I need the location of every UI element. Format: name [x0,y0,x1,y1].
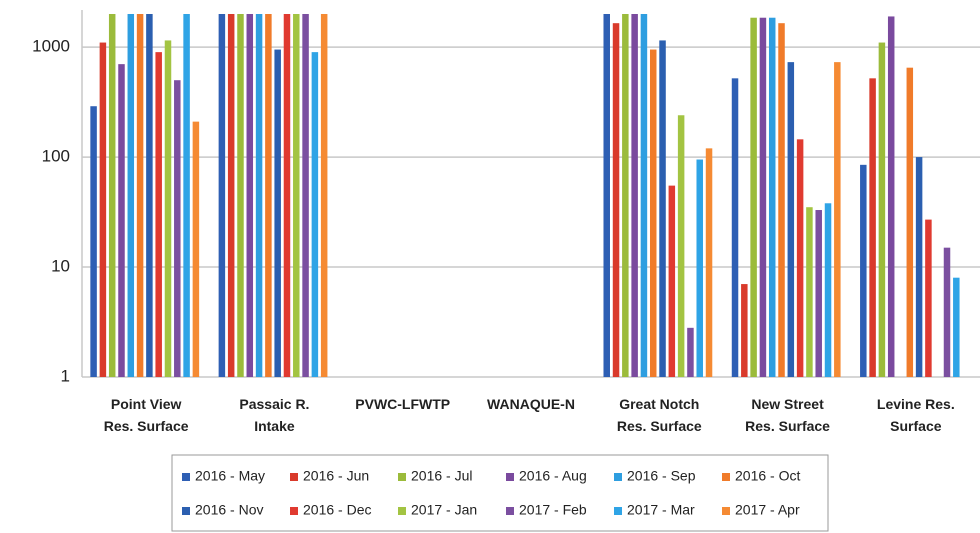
legend-label: 2016 - May [195,468,265,484]
bar [274,49,281,377]
bar [612,23,620,378]
bar [293,14,300,377]
bar [869,78,876,377]
y-tick-label: 10 [51,257,70,276]
x-tick-label: New Street Res. Surface [745,396,830,434]
bar [696,159,703,377]
legend-label: 2017 - Jan [411,502,477,518]
bar [622,14,629,377]
bar [192,121,200,377]
bar [640,14,648,377]
legend-label: 2016 - Nov [195,502,263,518]
legend-label: 2016 - Jun [303,468,369,484]
bar [118,64,125,377]
legend-swatch [506,473,514,481]
bar [787,62,795,378]
bar [218,14,226,377]
bar [878,42,886,377]
bar [311,52,319,378]
legend-swatch [614,473,622,481]
bar [302,14,309,377]
legend-box [171,454,829,532]
bar [887,16,895,377]
bar [796,139,804,377]
legend-swatch [506,507,514,515]
bar [108,14,116,377]
bar [741,284,748,377]
legend-swatch [290,473,298,481]
legend-swatch [182,507,190,515]
bar [146,14,153,377]
bar [677,115,685,378]
legend-swatch [722,507,730,515]
bar [164,40,172,378]
legend-label: 2016 - Dec [303,502,371,518]
legend-swatch [398,507,406,515]
bar [155,52,162,378]
legend-label: 2017 - Mar [627,502,695,518]
bar [759,17,767,378]
x-tick-label: PVWC-LFWTP [355,396,451,412]
x-tick-label: Passaic R. Intake [239,396,310,434]
legend-label: 2016 - Sep [627,468,696,484]
bar [174,80,181,377]
bar [99,42,107,377]
legend-swatch [290,507,298,515]
bar [824,203,832,377]
bar [255,14,263,377]
bar [731,78,739,377]
legend-label: 2017 - Feb [519,502,587,518]
bar [953,277,960,377]
bar [860,164,867,377]
bar [90,106,97,377]
legend-swatch [182,473,190,481]
bar [668,185,676,377]
bar [750,17,757,378]
y-tick-label: 100 [42,147,70,166]
bar [183,14,190,377]
bar [631,14,638,377]
x-tick-label: Great Notch Res. Surface [616,396,702,434]
legend-swatch [398,473,406,481]
y-tick-label: 1000 [32,37,70,56]
bar [943,247,951,377]
bar [265,14,272,377]
legend-label: 2016 - Oct [735,468,800,484]
bar [320,14,328,377]
bar [227,14,235,377]
bar [915,157,923,377]
bar [768,17,776,378]
bar [136,14,144,377]
bar [246,14,254,377]
bar [834,62,841,378]
legend-label: 2016 - Aug [519,468,587,484]
legend-label: 2016 - Jul [411,468,472,484]
x-tick-label: Point View Res. Surface [103,396,189,434]
bar [127,14,135,377]
bar [603,14,610,377]
bar [687,327,694,377]
bar [925,219,932,377]
bar [806,207,813,377]
bar [906,67,914,377]
x-tick-label: Levine Res. Surface [876,396,955,434]
x-tick-label: WANAQUE-N [487,396,575,412]
bar [705,148,713,377]
bar [649,49,657,377]
bar [237,14,244,377]
bar [659,40,666,378]
legend-swatch [614,507,622,515]
bar [778,23,785,378]
bar [283,14,291,377]
legend-swatch [722,473,730,481]
bar [815,210,822,377]
y-tick-label: 1 [61,366,70,385]
legend-label: 2017 - Apr [735,502,800,518]
